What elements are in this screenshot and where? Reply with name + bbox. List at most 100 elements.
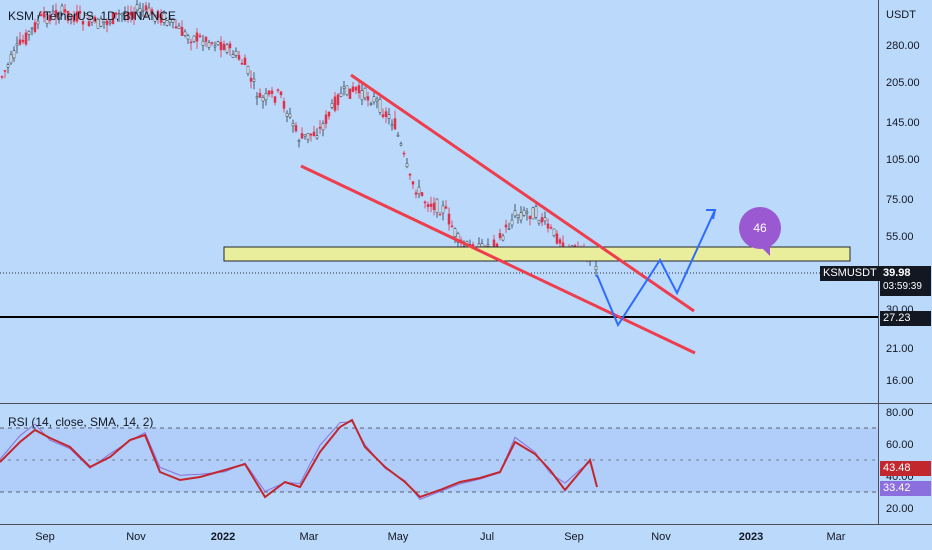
candle-body xyxy=(423,201,427,204)
candle-body xyxy=(450,225,454,228)
candle-body xyxy=(144,5,148,11)
candle-body xyxy=(195,32,199,42)
candle-body xyxy=(78,11,82,14)
candle-body xyxy=(501,235,505,241)
candle-body xyxy=(105,20,109,26)
time-label: Mar xyxy=(827,531,846,543)
candle-body xyxy=(63,9,67,13)
time-axis[interactable]: Sep Nov 2022 Mar May Jul Sep Nov 2023 Ma… xyxy=(35,531,846,543)
candle-body xyxy=(309,133,313,136)
candle-body xyxy=(543,217,547,222)
candle-body xyxy=(288,113,292,118)
candle-body xyxy=(213,45,217,48)
candle-body xyxy=(513,210,517,217)
candle-body xyxy=(99,18,103,27)
candle-body xyxy=(210,42,214,44)
price-tick: 205.00 xyxy=(886,77,920,89)
candle-body xyxy=(498,233,502,239)
candle-body xyxy=(192,35,196,42)
candle-body xyxy=(156,11,160,19)
time-label: Nov xyxy=(126,531,146,543)
candle-body xyxy=(261,97,265,102)
candle-body xyxy=(258,93,262,98)
candle-body xyxy=(516,214,520,218)
price-tick: 145.00 xyxy=(886,117,920,129)
candle-body xyxy=(240,62,244,65)
candle-body xyxy=(267,90,271,95)
support-zone[interactable] xyxy=(223,246,851,262)
axis-corner[interactable] xyxy=(876,527,932,550)
symbol-tag: KSMUSDT xyxy=(820,266,880,281)
candle-body xyxy=(75,11,79,22)
candle-body xyxy=(84,13,88,16)
candle-body xyxy=(273,96,277,103)
wedge-lower-line[interactable] xyxy=(300,164,696,355)
candle-body xyxy=(36,20,40,25)
rsi-value-tag: 33.42 xyxy=(880,481,931,496)
candle-body xyxy=(204,36,208,42)
price-pane[interactable] xyxy=(0,0,878,403)
candle-body xyxy=(207,42,211,48)
callout-circle xyxy=(739,207,781,249)
rsi-tick: 80.00 xyxy=(886,407,914,419)
candle-body xyxy=(12,50,16,59)
rsi-indicator-label[interactable]: RSI (14, close, SMA, 14, 2) xyxy=(8,415,154,429)
candle-body xyxy=(594,265,598,270)
candle-body xyxy=(384,111,388,117)
candle-body xyxy=(525,211,529,214)
candle-body xyxy=(177,25,181,29)
candle-body xyxy=(228,43,232,49)
callout-bubble[interactable]: 46 xyxy=(739,207,781,256)
candle-body xyxy=(456,233,460,243)
time-label: 2022 xyxy=(211,531,235,543)
candle-body xyxy=(249,77,253,82)
candle-body xyxy=(276,89,280,91)
candle-body xyxy=(312,131,316,137)
price-axis[interactable]: 280.00 205.00 145.00 105.00 75.00 55.00 … xyxy=(886,40,920,387)
candle-body xyxy=(342,86,346,89)
candle-body xyxy=(318,126,322,129)
candle-body xyxy=(381,114,385,118)
candle-body xyxy=(198,35,202,37)
price-tick: 16.00 xyxy=(886,375,914,387)
candle-body xyxy=(372,96,376,103)
candle-body xyxy=(264,93,268,101)
candle-body xyxy=(282,101,286,109)
candle-body xyxy=(528,215,532,220)
candle-body xyxy=(453,228,457,237)
candle-body xyxy=(354,86,358,91)
time-label: 2023 xyxy=(739,531,763,543)
candle-body xyxy=(510,219,514,226)
candle-body xyxy=(519,212,523,221)
candle-body xyxy=(306,133,310,140)
time-label: Nov xyxy=(651,531,671,543)
candle-body xyxy=(321,123,325,131)
projection-path[interactable] xyxy=(596,209,716,328)
candle-body xyxy=(531,207,535,220)
candle-body xyxy=(231,54,235,58)
candle-body xyxy=(357,85,361,94)
candle-body xyxy=(48,14,52,21)
price-tick: 55.00 xyxy=(886,231,914,243)
candle-body xyxy=(294,125,298,132)
candle-body xyxy=(153,14,157,22)
callout-text: 46 xyxy=(753,221,767,235)
candle-body xyxy=(165,20,169,26)
candle-body xyxy=(432,202,436,210)
candle-body xyxy=(39,14,43,16)
candle-body xyxy=(90,15,94,23)
symbol-title[interactable]: KSM / TetherUS, 1D, BINANCE xyxy=(8,9,176,23)
candle-body xyxy=(387,114,391,119)
candle-body xyxy=(279,91,283,96)
time-label: Mar xyxy=(300,531,319,543)
time-label: Jul xyxy=(480,531,494,543)
candle-body xyxy=(426,204,430,207)
candle-body xyxy=(420,192,424,197)
rsi-tick: 60.00 xyxy=(886,439,914,451)
candle-body xyxy=(360,90,364,101)
candle-body xyxy=(168,18,172,23)
candle-body xyxy=(0,76,4,78)
wedge-upper-line[interactable] xyxy=(350,73,695,313)
candle-body xyxy=(243,57,247,66)
